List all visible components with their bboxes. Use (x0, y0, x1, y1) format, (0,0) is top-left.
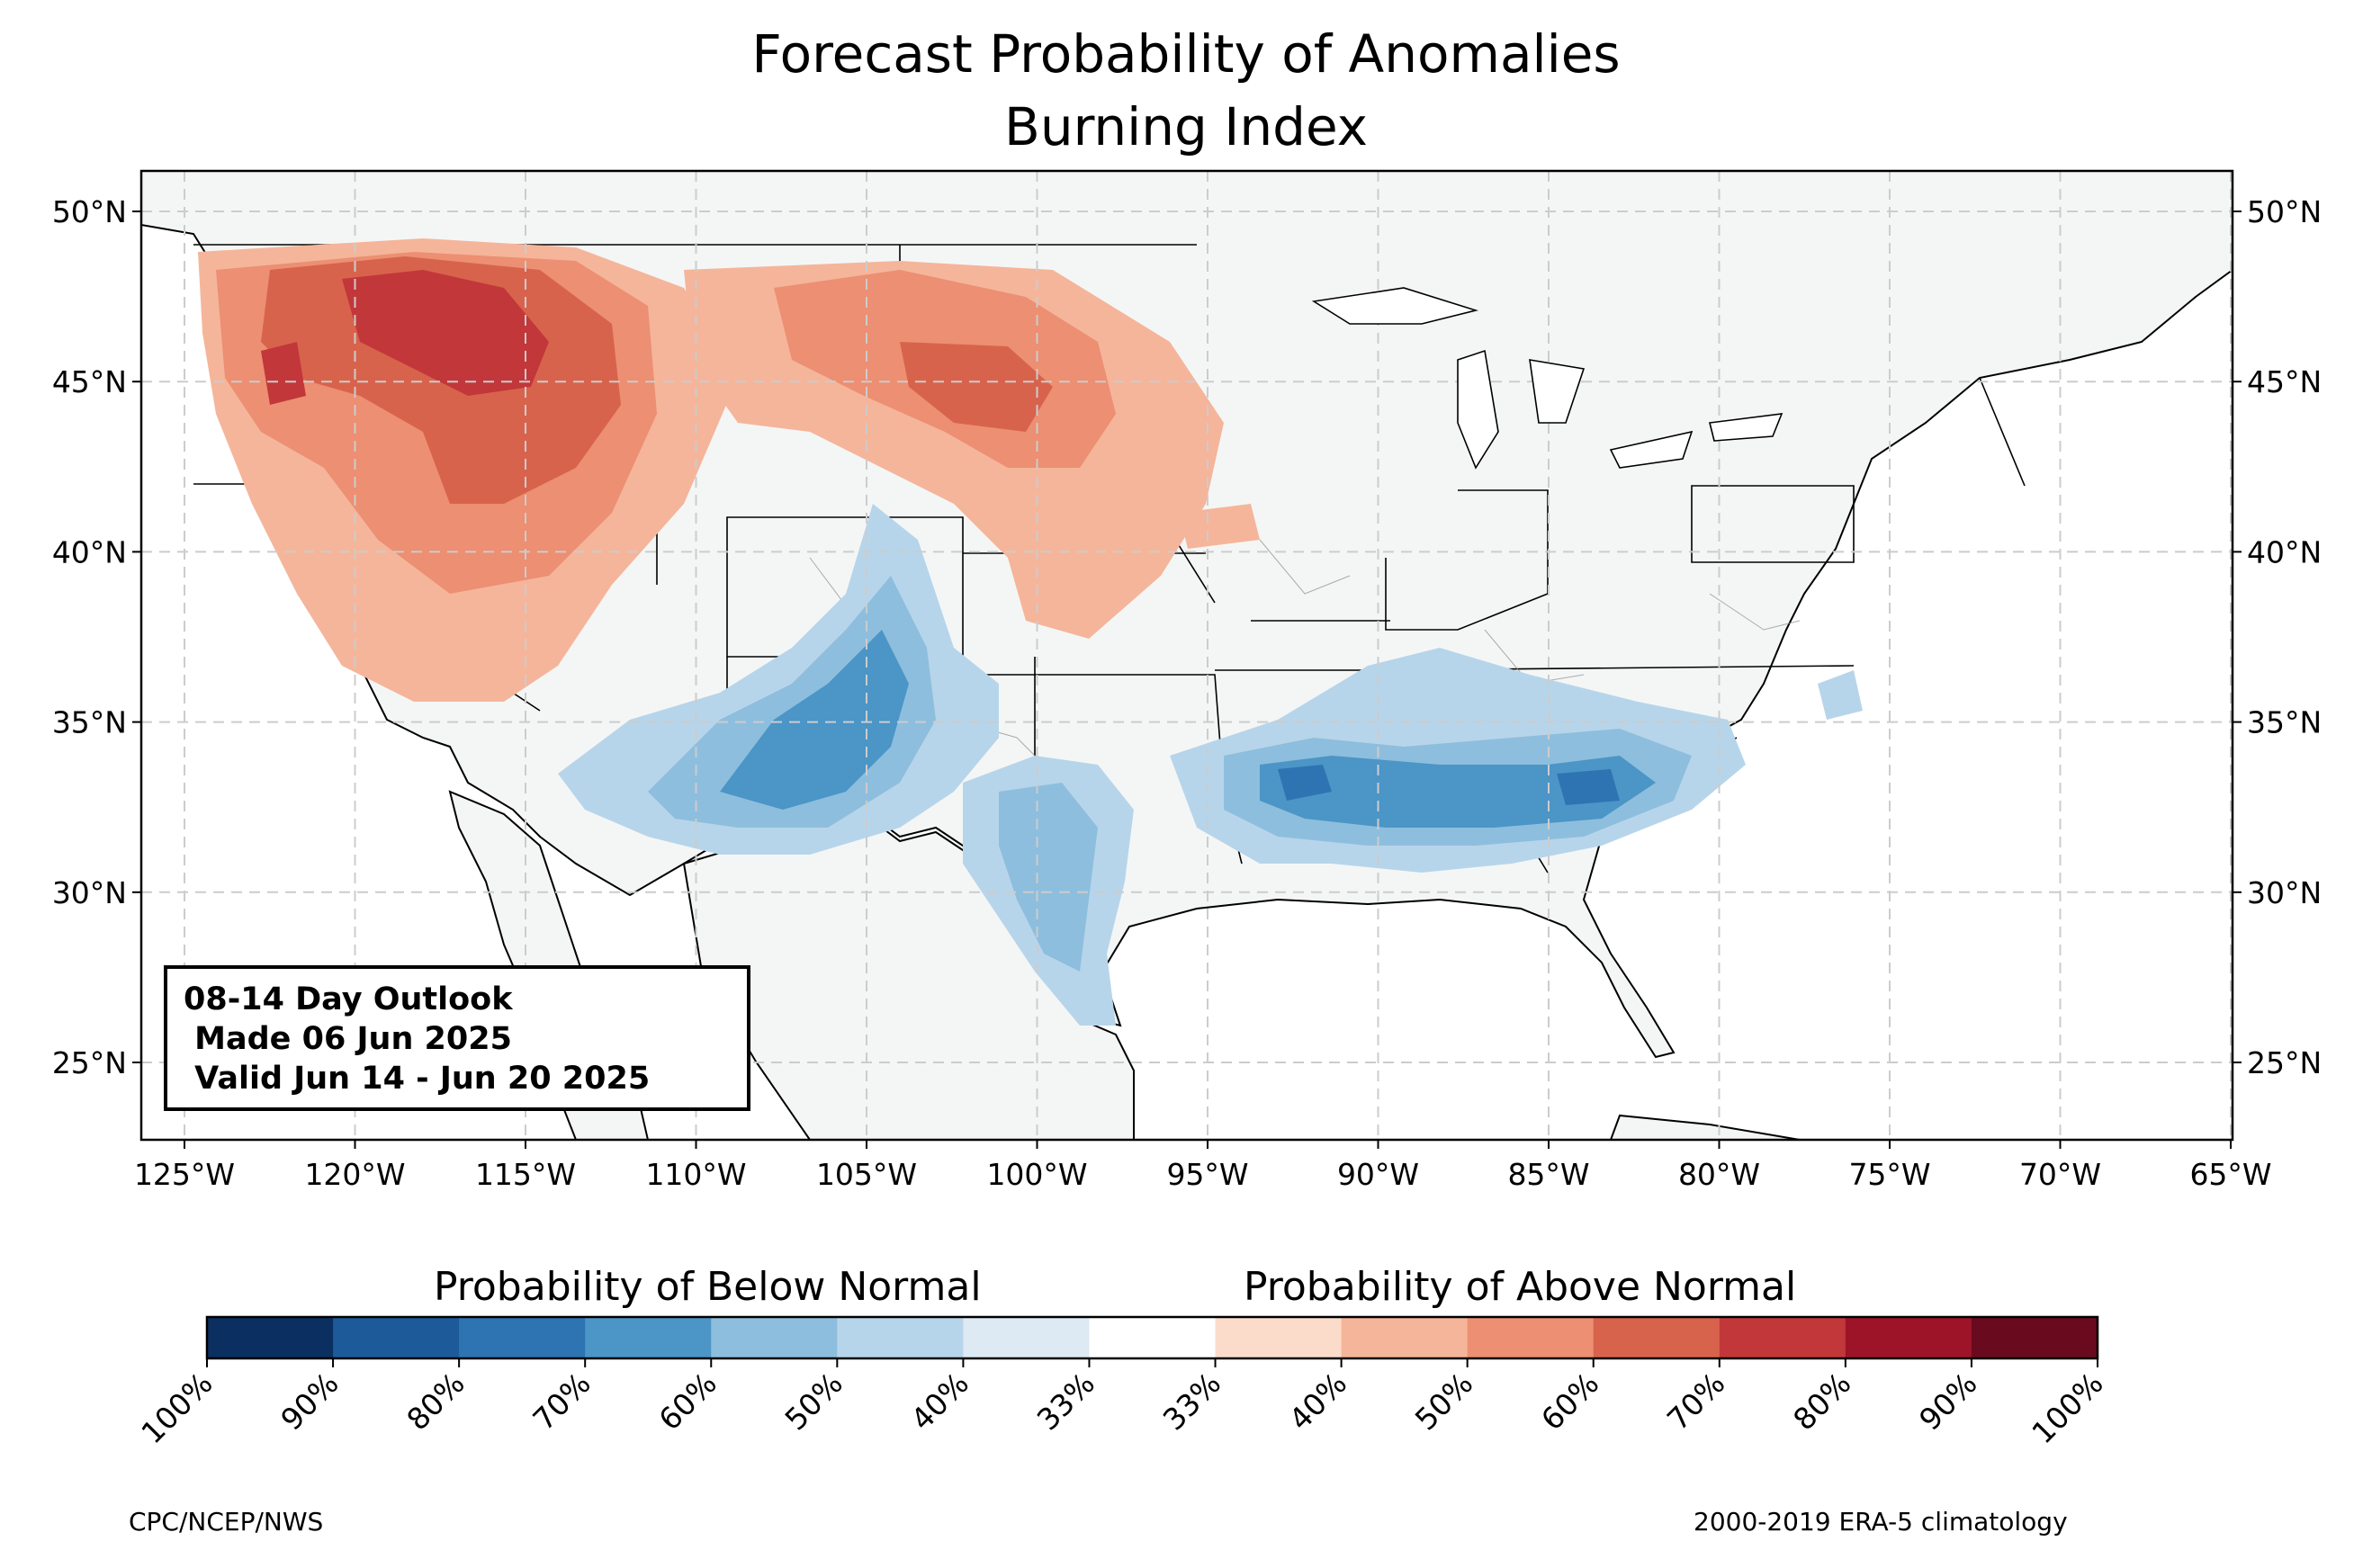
lat-tick-label-left: 50°N (52, 194, 127, 229)
lon-tick-label: 70°W (2019, 1157, 2101, 1192)
below-area-southeast-max-2 (1557, 769, 1620, 805)
colorbar-swatch (585, 1317, 712, 1358)
colorbar-tick-label: 80% (1786, 1366, 1857, 1437)
below-area-southwest-strong (720, 630, 909, 810)
above-area-northwest-max (342, 270, 549, 396)
longitude-ticks: 125°W 120°W 115°W 110°W 105°W 100°W 95°W 90°W 85… (134, 1140, 2272, 1192)
colorbar-swatch (1719, 1317, 1846, 1358)
colorbar-swatch (1215, 1317, 1343, 1358)
credit-left: CPC/NCEP/NWS (129, 1507, 324, 1537)
colorbar-tick-label: 33% (1156, 1366, 1227, 1437)
colorbar-swatch (837, 1317, 964, 1358)
colorbar-swatch (1089, 1317, 1217, 1358)
colorbar-tick-label: 80% (400, 1366, 471, 1437)
colorbar-tick-label: 60% (1534, 1366, 1605, 1437)
lat-tick-label-right: 25°N (2247, 1045, 2322, 1080)
colorbar-below-label: Probability of Below Normal (434, 1264, 982, 1310)
lon-tick-label: 100°W (986, 1157, 1087, 1192)
colorbar-outline (205, 1315, 2099, 1360)
colorbar-tick-label: 33% (1030, 1366, 1101, 1437)
colorbar-swatch (963, 1317, 1090, 1358)
lat-tick-label-right: 50°N (2247, 194, 2322, 229)
colorbar-tick-label: 70% (1660, 1366, 1731, 1437)
below-area-texas-mid (999, 783, 1098, 972)
lat-tick-label-right: 35°N (2247, 705, 2322, 740)
below-normal-areas (558, 504, 1863, 1026)
lon-tick-label: 115°W (475, 1157, 576, 1192)
colorbar-swatch (1341, 1317, 1469, 1358)
colorbar-tick-label: 50% (778, 1366, 849, 1437)
colorbar-swatch (333, 1317, 460, 1358)
outlook-line-3: Valid Jun 14 - Jun 20 2025 (184, 1061, 651, 1097)
map-title: Forecast Probability of Anomalies (751, 23, 1621, 85)
great-lakes (1311, 287, 1783, 470)
cuba-island (1609, 1114, 1801, 1140)
colorbar-above-label: Probability of Above Normal (1244, 1264, 1797, 1310)
lon-tick-label: 120°W (304, 1157, 405, 1192)
lon-tick-label: 85°W (1507, 1157, 1589, 1192)
colorbar-swatch (207, 1317, 334, 1358)
lat-tick-label-right: 40°N (2247, 534, 2322, 569)
latitude-ticks: 50°N 50°N 45°N 45°N 40°N 40°N 35°N 35°N 30°N 30°N… (52, 194, 2322, 1080)
colorbar-tick-label: 50% (1408, 1366, 1479, 1437)
lon-tick-label: 90°W (1337, 1157, 1419, 1192)
colorbar-swatch (1845, 1317, 1972, 1358)
below-area-virginia (1818, 670, 1863, 720)
colorbar-tick-label: 90% (1912, 1366, 1983, 1437)
colorbar-tick-label: 40% (904, 1366, 975, 1437)
above-area-iowa (1179, 504, 1260, 549)
below-area-southeast-max (1278, 765, 1332, 801)
lat-tick-label-left: 25°N (52, 1045, 127, 1080)
lon-tick-label: 110°W (645, 1157, 746, 1192)
above-normal-areas (198, 238, 1260, 702)
outlook-line-2: Made 06 Jun 2025 (184, 1021, 512, 1057)
colorbar-tick-label: 70% (526, 1366, 597, 1437)
outlook-info-box: 08-14 Day Outlook Made 06 Jun 2025 Valid… (164, 965, 750, 1111)
lon-tick-label: 105°W (816, 1157, 917, 1192)
lat-tick-label-left: 40°N (52, 534, 127, 569)
lat-tick-label-right: 30°N (2247, 875, 2322, 910)
colorbar-tick-label: 100% (134, 1366, 219, 1450)
lon-tick-label: 80°W (1678, 1157, 1760, 1192)
lat-tick-label-right: 45°N (2247, 364, 2322, 399)
colorbar: 100% 90% 80% 70% 60% 50% 40% 33% 33% 40% 50% 60% 70%… (134, 1315, 2110, 1450)
map-frame (139, 169, 2234, 1142)
colorbar-swatch (1467, 1317, 1595, 1358)
colorbar-swatch (1593, 1317, 1721, 1358)
lon-tick-label: 65°W (2189, 1157, 2271, 1192)
lon-tick-label: 75°W (1848, 1157, 1930, 1192)
colorbar-tick-label: 100% (2025, 1366, 2109, 1450)
colorbar-tick-label: 90% (274, 1366, 345, 1437)
lat-tick-label-left: 35°N (52, 705, 127, 740)
colorbar-swatch (711, 1317, 838, 1358)
credit-right: 2000-2019 ERA-5 climatology (1694, 1507, 2068, 1537)
map-subtitle: Burning Index (1004, 96, 1368, 157)
above-area-plains-strong (900, 342, 1053, 432)
outlook-line-1: 08-14 Day Outlook (184, 981, 513, 1017)
lat-tick-label-left: 45°N (52, 364, 127, 399)
lon-tick-label: 95°W (1166, 1157, 1248, 1192)
lon-tick-label: 125°W (134, 1157, 235, 1192)
colorbar-swatch (1971, 1317, 2098, 1358)
colorbar-tick-label: 40% (1282, 1366, 1353, 1437)
colorbar-swatch (459, 1317, 586, 1358)
lat-tick-label-left: 30°N (52, 875, 127, 910)
colorbar-tick-label: 60% (651, 1366, 723, 1437)
above-area-northwest-max-2 (261, 342, 306, 405)
